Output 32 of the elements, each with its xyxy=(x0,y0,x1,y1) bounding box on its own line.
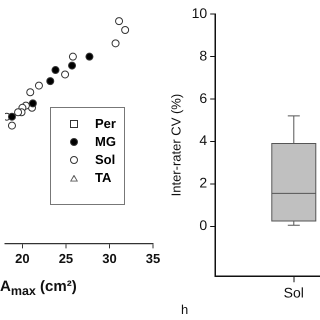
x-tick-label: 35 xyxy=(146,250,160,266)
point xyxy=(8,122,16,130)
point xyxy=(121,26,130,34)
text: h xyxy=(181,302,188,317)
legend-label: TA xyxy=(95,170,112,184)
point xyxy=(115,17,124,26)
y-axis-title: Inter-rater CV (%) xyxy=(168,94,184,196)
legend-label: MG xyxy=(95,134,116,148)
y-tick-label: 4 xyxy=(199,132,208,148)
y-tick-label: 10 xyxy=(192,4,208,21)
x-tick-label: 25 xyxy=(58,250,74,266)
x-tick-label: 30 xyxy=(102,250,117,266)
point xyxy=(46,77,54,86)
point xyxy=(68,62,76,70)
point xyxy=(61,70,70,78)
legend-label: Sol xyxy=(95,152,116,166)
x-axis-title: A$_{max}$ (cm²) xyxy=(0,278,77,298)
point xyxy=(34,82,43,90)
point xyxy=(26,88,34,96)
point xyxy=(8,112,16,121)
x-tick-label: 20 xyxy=(15,250,30,266)
point xyxy=(68,52,77,61)
legend-label: Per xyxy=(95,116,116,130)
y-tick-label: 8 xyxy=(199,47,208,64)
y-tick-label: 2 xyxy=(199,174,208,191)
point xyxy=(28,99,37,108)
point xyxy=(14,108,22,116)
y-tick-label: 0 xyxy=(199,217,208,234)
y-tick-label: 6 xyxy=(199,90,208,106)
point xyxy=(112,39,120,48)
point xyxy=(51,66,60,74)
point xyxy=(85,52,94,61)
